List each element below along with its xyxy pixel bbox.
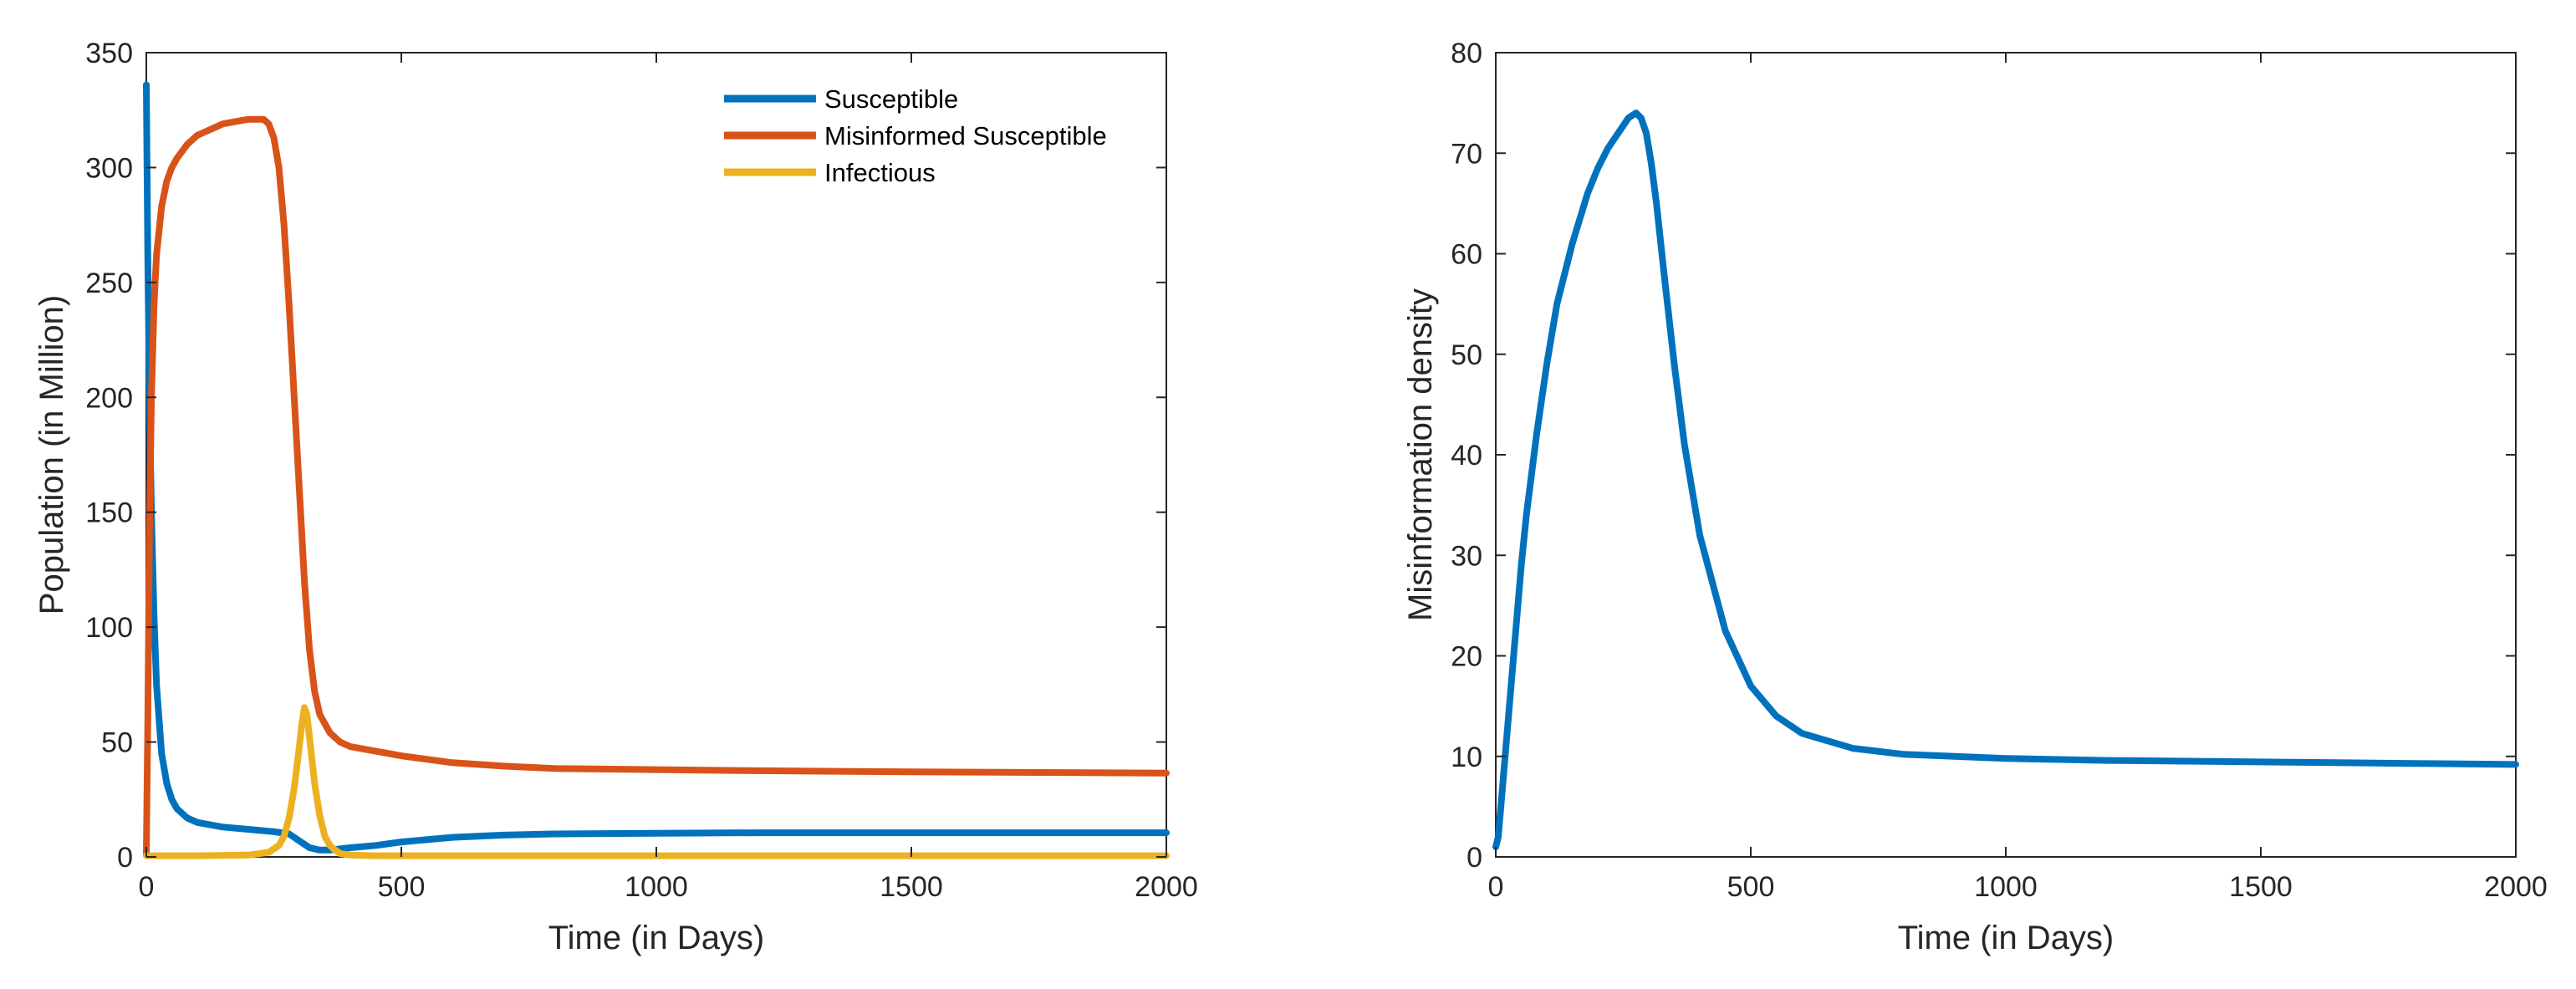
right-y-tick-label: 70 — [1451, 138, 1482, 170]
right-y-tick-label: 10 — [1451, 742, 1482, 773]
left-series-susceptible — [143, 81, 1170, 854]
right-x-tick-label: 500 — [1727, 871, 1775, 903]
left-x-tick-label: 0 — [139, 871, 155, 903]
right-y-tick-label: 20 — [1451, 641, 1482, 673]
right-y-tick-label: 50 — [1451, 339, 1482, 371]
right-curves — [1492, 110, 2519, 850]
left-y-axis-label: Population (in Million) — [33, 295, 70, 614]
legend-label-infectious: Infectious — [824, 158, 936, 187]
left-plot-area — [145, 52, 1167, 858]
right-series-misinformation-density — [1492, 110, 2519, 850]
right-x-tick-label: 2000 — [2484, 871, 2548, 903]
right-x-axis-label: Time (in Days) — [1898, 920, 2114, 956]
right-y-tick-label: 0 — [1467, 842, 1482, 874]
left-y-tick-label: 300 — [85, 152, 133, 184]
left-curves — [143, 81, 1170, 859]
left-x-axis-label: Time (in Days) — [548, 920, 765, 956]
right-y-tick-label: 40 — [1451, 440, 1482, 472]
left-legend: Susceptible Misinformed Susceptible Infe… — [724, 84, 1107, 187]
left-y-tick-label: 250 — [85, 268, 133, 299]
legend-label-misinformed-susceptible: Misinformed Susceptible — [824, 121, 1107, 150]
left-y-tick-label: 100 — [85, 612, 133, 644]
right-x-tick-label: 1000 — [1974, 871, 2038, 903]
legend-label-susceptible: Susceptible — [824, 84, 958, 114]
left-series-infectious — [143, 704, 1170, 859]
left-x-tick-label: 1000 — [625, 871, 688, 903]
right-x-tick-label: 0 — [1488, 871, 1504, 903]
right-panel: 0 500 1000 1500 2000 0 10 20 30 40 50 60 70 80 Time (… — [1402, 38, 2548, 956]
right-y-axis-label: Misinformation density — [1402, 288, 1439, 621]
left-x-tick-label: 500 — [378, 871, 426, 903]
left-ticks: 0 500 1000 1500 2000 0 50 100 150 200 250 300 350 — [85, 38, 1198, 903]
right-y-tick-label: 30 — [1451, 540, 1482, 572]
left-y-tick-label: 200 — [85, 382, 133, 414]
left-y-tick-label: 0 — [117, 842, 133, 874]
left-x-tick-label: 2000 — [1135, 871, 1198, 903]
right-y-tick-label: 60 — [1451, 239, 1482, 271]
left-y-tick-label: 350 — [85, 38, 133, 69]
left-panel: 0 500 1000 1500 2000 0 50 100 150 200 250 300 350 Ti… — [33, 38, 1198, 956]
left-y-tick-label: 150 — [85, 497, 133, 529]
right-plot-area — [1495, 52, 2517, 858]
right-x-tick-label: 1500 — [2229, 871, 2293, 903]
left-y-tick-label: 50 — [101, 727, 133, 759]
left-series-misinformed-susceptible — [143, 115, 1170, 859]
right-y-tick-label: 80 — [1451, 38, 1482, 69]
left-x-tick-label: 1500 — [880, 871, 943, 903]
right-ticks: 0 500 1000 1500 2000 0 10 20 30 40 50 60 70 80 — [1451, 38, 2548, 903]
